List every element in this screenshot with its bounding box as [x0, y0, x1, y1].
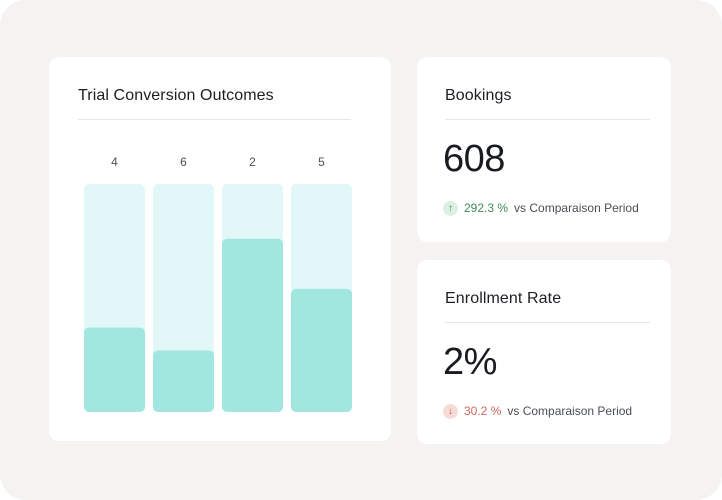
- kpi-title: Bookings: [445, 87, 512, 104]
- bar-value-label: 6: [180, 155, 187, 169]
- kpi-title: Enrollment Rate: [445, 290, 562, 307]
- trial-conversion-card: Trial Conversion Outcomes 4 6 2 5: [49, 57, 391, 441]
- bar-value-label: 2: [249, 155, 256, 169]
- delta-row: ↓ 30.2 % vs Comparaison Period: [443, 403, 632, 419]
- bar[interactable]: [153, 350, 214, 412]
- kpi-value: 608: [443, 138, 505, 180]
- title-divider: [78, 119, 351, 120]
- title-divider: [445, 322, 650, 323]
- bar[interactable]: [222, 238, 283, 412]
- chart-title: Trial Conversion Outcomes: [78, 87, 274, 104]
- title-divider: [445, 119, 650, 120]
- delta-row: ↑ 292.3 % vs Comparaison Period: [443, 200, 639, 216]
- delta-percent: 292.3 %: [464, 201, 509, 215]
- bookings-card: Bookings 608 ↑ 292.3 % vs Comparaison Pe…: [417, 57, 671, 242]
- bar-value-label: 5: [318, 155, 325, 169]
- delta-label: vs Comparaison Period: [514, 201, 639, 215]
- arrow-down-icon: ↓: [443, 403, 458, 419]
- kpi-value: 2%: [443, 341, 497, 383]
- delta-label: vs Comparaison Period: [507, 404, 633, 418]
- bar-chart: 4 6 2 5: [84, 155, 352, 412]
- bar[interactable]: [84, 327, 145, 412]
- bar[interactable]: [291, 288, 352, 412]
- bar-value-label: 4: [111, 155, 118, 169]
- enrollment-rate-card: Enrollment Rate 2% ↓ 30.2 % vs Comparais…: [417, 260, 671, 444]
- delta-percent: 30.2 %: [464, 404, 502, 418]
- arrow-up-icon: ↑: [443, 200, 458, 216]
